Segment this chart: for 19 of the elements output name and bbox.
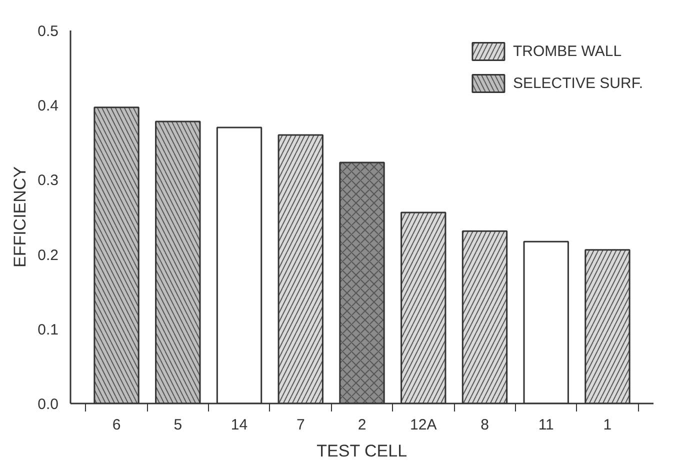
y-tick-label: 0.2 (38, 246, 59, 264)
y-tick-label: 0.5 (38, 23, 59, 40)
y-tick-label: 0.0 (38, 396, 59, 413)
y-axis-title: EFFICIENCY (10, 166, 30, 268)
x-tick-label: 1 (603, 416, 612, 434)
legend-label: SELECTIVE SURF. (512, 74, 643, 92)
y-tick-label: 0.4 (38, 98, 59, 115)
legend-label: TROMBE WALL (512, 42, 622, 60)
x-tick-label: 8 (480, 416, 489, 434)
x-tick-label: 12A (410, 416, 437, 434)
x-tick-label: 14 (230, 416, 248, 434)
x-tick-label: 2 (358, 416, 366, 434)
y-tick-label: 0.3 (38, 172, 59, 190)
y-tick-label: 0.1 (38, 321, 59, 338)
x-tick-label: 7 (296, 416, 305, 434)
x-tick-label: 5 (174, 416, 182, 434)
x-axis-title: TEST CELL (316, 442, 408, 460)
x-tick-label: 11 (538, 416, 554, 434)
x-tick-label: 6 (112, 416, 121, 434)
